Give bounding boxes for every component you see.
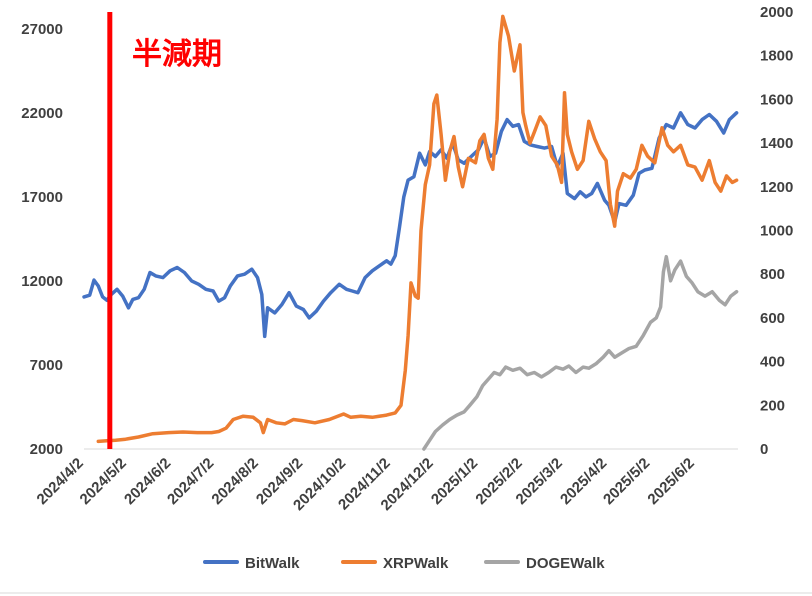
left-y-tick-label: 22000 xyxy=(21,105,63,122)
right-y-tick-label: 200 xyxy=(760,397,785,414)
right-y-axis: 0 200 400 600 800 1000 1200 1400 1600 1800 2000 xyxy=(760,4,793,458)
right-y-tick-label: 1000 xyxy=(760,223,793,240)
legend-label-bitwalk: BitWalk xyxy=(245,555,300,572)
right-y-tick-label: 1200 xyxy=(760,179,793,196)
left-y-tick-label: 7000 xyxy=(30,357,63,374)
legend-label-dogewalk: DOGEWalk xyxy=(526,555,605,572)
halving-annotation: 半減期 xyxy=(107,12,222,449)
halving-label: 半減期 xyxy=(132,37,222,72)
legend-label-xrpwalk: XRPWalk xyxy=(383,555,449,572)
left-y-tick-label: 2000 xyxy=(30,441,63,458)
series-line-dogewalk xyxy=(422,254,739,451)
right-y-tick-label: 800 xyxy=(760,266,785,283)
right-y-tick-label: 1600 xyxy=(760,91,793,108)
legend: BitWalk XRPWalk DOGEWalk xyxy=(203,555,605,572)
right-y-tick-label: 400 xyxy=(760,354,785,371)
left-y-tick-label: 27000 xyxy=(21,21,63,38)
right-y-tick-label: 1400 xyxy=(760,135,793,152)
right-y-tick-label: 0 xyxy=(760,441,768,458)
right-y-tick-label: 1800 xyxy=(760,48,793,65)
left-y-axis: 2000 7000 12000 17000 22000 27000 xyxy=(21,21,63,458)
series-layer xyxy=(82,14,739,451)
left-y-tick-label: 17000 xyxy=(21,189,63,206)
series-line-xrpwalk xyxy=(96,14,739,444)
left-y-tick-label: 12000 xyxy=(21,273,63,290)
right-y-tick-label: 2000 xyxy=(760,4,793,21)
right-y-tick-label: 600 xyxy=(760,310,785,327)
